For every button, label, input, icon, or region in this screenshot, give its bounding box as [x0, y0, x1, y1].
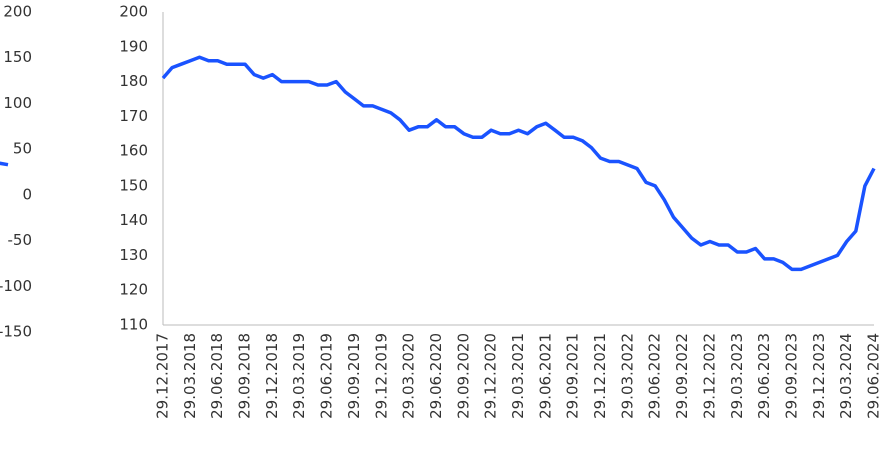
x-tick-label: 29.12.2022: [700, 333, 718, 419]
x-tick-label: 29.06.2019: [318, 333, 336, 419]
y-tick-label: -100: [0, 277, 32, 295]
x-tick-label: 29.12.2019: [372, 333, 390, 419]
y-tick-label: 190: [119, 37, 148, 55]
x-tick-label: 29.03.2021: [509, 333, 527, 419]
y-tick-label: 0: [22, 185, 32, 203]
x-tick-label: 29.12.2017: [154, 333, 172, 419]
x-tick-label: 29.06.2018: [208, 333, 226, 419]
y-tick-label: 180: [119, 72, 148, 90]
x-tick-label: 29.09.2022: [673, 333, 691, 419]
x-tick-label: 29.03.2019: [290, 333, 308, 419]
x-tick-label: 29.06.2022: [646, 333, 664, 419]
x-tick-label: 29.09.2023: [782, 333, 800, 419]
data-line: [0, 161, 9, 167]
x-tick-label: 29.03.2022: [618, 333, 636, 419]
x-tick-label: 29.03.2020: [400, 333, 418, 419]
x-tick-label: 29.12.2023: [810, 333, 828, 419]
data-line: [161, 55, 876, 272]
x-tick-label: 29.09.2018: [236, 333, 254, 419]
y-tick-label: -150: [0, 323, 32, 341]
x-tick-label: 29.12.2018: [263, 333, 281, 419]
x-tick-label: 29.09.2019: [345, 333, 363, 419]
y-tick-label: 140: [119, 211, 148, 229]
y-tick-label: 50: [13, 140, 32, 158]
y-tick-label: 120: [119, 281, 148, 299]
y-tick-label: 200: [3, 3, 32, 21]
y-tick-label: 150: [119, 176, 148, 194]
x-tick-label: 29.06.2020: [427, 333, 445, 419]
y-tick-label: 130: [119, 246, 148, 264]
y-tick-label: 170: [119, 107, 148, 125]
x-tick-label: 29.06.2021: [536, 333, 554, 419]
x-tick-label: 29.03.2024: [837, 333, 855, 419]
x-tick-label: 29.12.2021: [591, 333, 609, 419]
y-tick-label: 110: [119, 316, 148, 334]
x-tick-label: 29.03.2023: [728, 333, 746, 419]
y-tick-label: 200: [119, 3, 148, 21]
x-tick-label: 29.06.2023: [755, 333, 773, 419]
y-tick-label: 150: [3, 48, 32, 66]
y-tick-label: 100: [3, 94, 32, 112]
x-tick-label: 29.09.2020: [454, 333, 472, 419]
x-tick-label: 29.03.2018: [181, 333, 199, 419]
x-tick-label: 29.06.2024: [865, 333, 883, 419]
x-tick-label: 29.12.2020: [482, 333, 500, 419]
y-tick-label: 160: [119, 142, 148, 160]
y-tick-label: -50: [8, 231, 33, 249]
x-tick-label: 29.09.2021: [564, 333, 582, 419]
